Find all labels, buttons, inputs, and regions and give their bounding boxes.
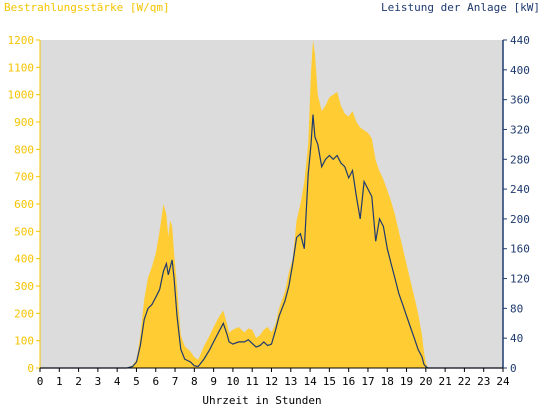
left-tick-label: 1100 bbox=[8, 61, 35, 74]
tick-layer: 0100200300400500600700800900100011001200… bbox=[8, 34, 530, 388]
right-tick-label: 240 bbox=[510, 183, 530, 196]
right-tick-label: 120 bbox=[510, 273, 530, 286]
left-tick-label: 400 bbox=[14, 253, 34, 266]
x-tick-label: 23 bbox=[477, 375, 490, 388]
x-tick-label: 6 bbox=[152, 375, 159, 388]
right-tick-label: 0 bbox=[510, 362, 517, 375]
left-tick-label: 0 bbox=[27, 362, 34, 375]
left-tick-label: 800 bbox=[14, 143, 34, 156]
x-tick-label: 12 bbox=[265, 375, 278, 388]
x-tick-label: 20 bbox=[419, 375, 432, 388]
plot-background bbox=[40, 40, 503, 368]
x-tick-label: 9 bbox=[210, 375, 217, 388]
left-tick-label: 600 bbox=[14, 198, 34, 211]
x-tick-label: 18 bbox=[381, 375, 394, 388]
x-tick-label: 17 bbox=[361, 375, 374, 388]
x-tick-label: 24 bbox=[496, 375, 510, 388]
right-tick-label: 200 bbox=[510, 213, 530, 226]
left-tick-label: 700 bbox=[14, 171, 34, 184]
left-tick-label: 300 bbox=[14, 280, 34, 293]
right-tick-label: 80 bbox=[510, 302, 523, 315]
x-tick-label: 0 bbox=[37, 375, 44, 388]
left-tick-label: 900 bbox=[14, 116, 34, 129]
x-tick-label: 16 bbox=[342, 375, 355, 388]
left-axis-title: Bestrahlungsstärke [W/qm] bbox=[4, 1, 170, 14]
series-power-line bbox=[40, 114, 503, 369]
x-tick-label: 7 bbox=[172, 375, 179, 388]
x-tick-label: 19 bbox=[400, 375, 413, 388]
series-irradiance-area bbox=[40, 40, 503, 368]
x-tick-label: 14 bbox=[303, 375, 317, 388]
left-tick-label: 1200 bbox=[8, 34, 35, 47]
x-tick-label: 4 bbox=[114, 375, 121, 388]
x-tick-label: 13 bbox=[284, 375, 297, 388]
x-tick-label: 5 bbox=[133, 375, 140, 388]
left-tick-label: 200 bbox=[14, 307, 34, 320]
right-tick-label: 360 bbox=[510, 94, 530, 107]
right-axis-title: Leistung der Anlage [kW] bbox=[381, 1, 540, 14]
x-tick-label: 3 bbox=[95, 375, 102, 388]
x-tick-label: 15 bbox=[323, 375, 336, 388]
right-tick-label: 40 bbox=[510, 332, 523, 345]
left-tick-label: 100 bbox=[14, 335, 34, 348]
x-tick-label: 22 bbox=[458, 375, 471, 388]
left-tick-label: 500 bbox=[14, 225, 34, 238]
x-tick-label: 11 bbox=[246, 375, 259, 388]
x-tick-label: 2 bbox=[75, 375, 82, 388]
right-tick-label: 160 bbox=[510, 243, 530, 256]
right-tick-label: 280 bbox=[510, 153, 530, 166]
right-tick-label: 400 bbox=[510, 64, 530, 77]
left-tick-label: 1000 bbox=[8, 89, 35, 102]
x-tick-label: 1 bbox=[56, 375, 63, 388]
x-tick-label: 8 bbox=[191, 375, 198, 388]
x-tick-label: 10 bbox=[226, 375, 239, 388]
x-axis-title: Uhrzeit in Stunden bbox=[202, 394, 321, 407]
x-tick-label: 21 bbox=[439, 375, 452, 388]
right-tick-label: 320 bbox=[510, 123, 530, 136]
right-tick-label: 440 bbox=[510, 34, 530, 47]
